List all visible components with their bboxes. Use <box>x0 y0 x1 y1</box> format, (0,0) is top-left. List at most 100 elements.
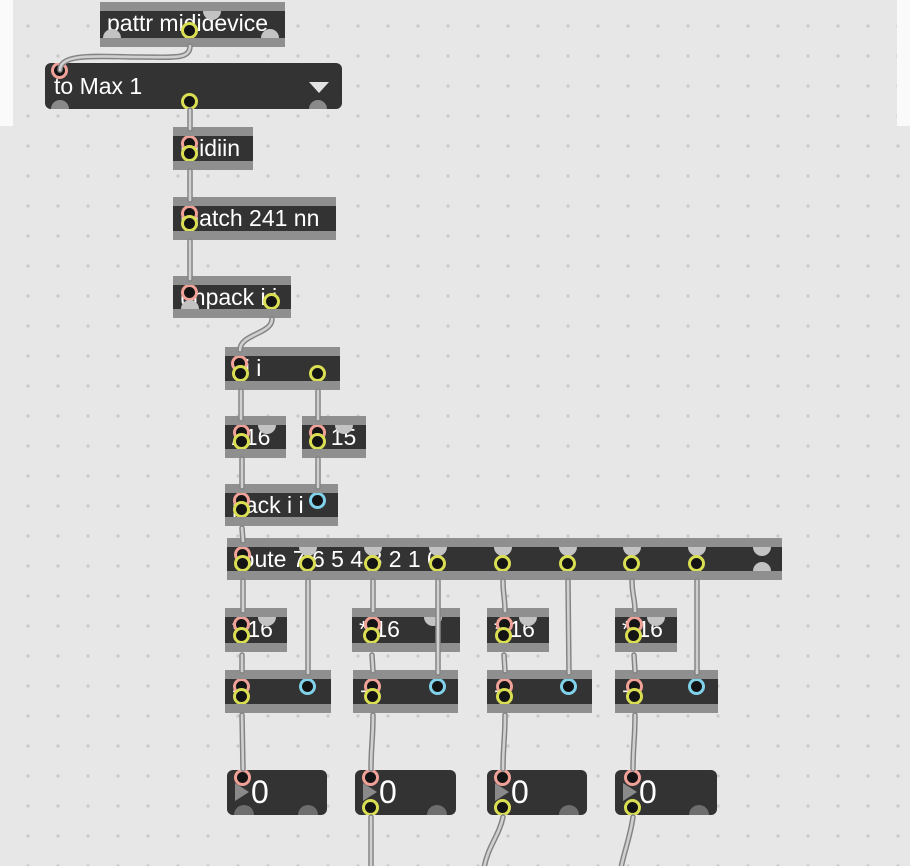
object-box-plus-3[interactable]: + <box>487 670 592 713</box>
unused-outlet[interactable] <box>234 805 254 815</box>
unused-outlet[interactable] <box>181 300 199 309</box>
object-box-pattr[interactable]: pattr mididevice <box>100 2 285 47</box>
outlet[interactable] <box>181 22 198 38</box>
inlet-cold[interactable] <box>429 679 446 695</box>
unused-outlet[interactable] <box>298 805 318 815</box>
unused-outlet[interactable] <box>689 805 709 815</box>
outlet[interactable] <box>494 799 511 815</box>
unused-inlet[interactable] <box>688 547 706 556</box>
outlet[interactable] <box>624 799 641 815</box>
object-box-match[interactable]: match 241 nn <box>173 197 336 240</box>
outlet[interactable] <box>309 365 326 381</box>
unused-inlet[interactable] <box>647 617 665 626</box>
number-box-2[interactable]: 0 <box>355 770 456 815</box>
unused-inlet[interactable] <box>494 547 512 556</box>
window-edge-left <box>0 0 13 126</box>
unused-outlet[interactable] <box>51 100 69 109</box>
unused-inlet[interactable] <box>335 425 353 434</box>
unused-inlet[interactable] <box>559 547 577 556</box>
inlet[interactable] <box>181 285 198 301</box>
unused-outlet[interactable] <box>559 805 579 815</box>
object-box-plus-4[interactable]: + <box>615 670 718 713</box>
patch-cable[interactable] <box>503 715 505 769</box>
patch-cable[interactable] <box>633 715 635 769</box>
patch-cable[interactable] <box>568 581 569 673</box>
outlet[interactable] <box>495 627 512 643</box>
unused-inlet[interactable] <box>623 547 641 556</box>
object-box-trigger[interactable]: t i i <box>225 347 340 390</box>
outlet[interactable] <box>263 293 280 309</box>
outlet[interactable] <box>623 555 640 571</box>
number-box-1[interactable]: 0 <box>227 770 327 815</box>
object-box-midiin[interactable]: midiin <box>173 127 253 170</box>
umenu-midi-device[interactable]: to Max 1 <box>45 63 342 109</box>
outlet[interactable] <box>181 93 198 109</box>
object-box-mult-2[interactable]: * 16 <box>352 608 460 652</box>
unused-inlet[interactable] <box>429 547 447 556</box>
outlet[interactable] <box>299 555 316 571</box>
patch-cable[interactable] <box>632 581 635 611</box>
unused-outlet[interactable] <box>309 100 327 109</box>
unused-outlet[interactable] <box>261 29 279 38</box>
patch-cable[interactable] <box>372 655 373 671</box>
unused-outlet[interactable] <box>103 29 121 38</box>
patch-cable[interactable] <box>503 581 505 611</box>
outlet[interactable] <box>363 627 380 643</box>
number-box-4[interactable]: 0 <box>615 770 717 815</box>
object-box-plus-1[interactable]: + <box>225 670 331 713</box>
unused-inlet[interactable] <box>299 547 317 556</box>
patch-cable[interactable] <box>371 715 373 769</box>
outlet[interactable] <box>362 799 379 815</box>
unused-inlet[interactable] <box>519 617 537 626</box>
outlet[interactable] <box>496 688 513 704</box>
patch-cable[interactable] <box>242 715 243 769</box>
unused-inlet[interactable] <box>364 547 382 556</box>
unused-inlet[interactable] <box>203 11 221 20</box>
patch-cable[interactable] <box>621 817 633 866</box>
outlet[interactable] <box>233 501 250 517</box>
outlet[interactable] <box>233 688 250 704</box>
patch-cable[interactable] <box>484 817 503 866</box>
patch-cable[interactable] <box>504 655 505 671</box>
outlet[interactable] <box>181 215 198 231</box>
patch-cable[interactable] <box>240 319 272 350</box>
object-text: route 7 6 5 4 3 2 1 0 <box>234 546 440 572</box>
object-box-plus-2[interactable]: + <box>353 670 458 713</box>
outlet[interactable] <box>309 433 326 449</box>
outlet[interactable] <box>233 627 250 643</box>
object-box-pack[interactable]: pack i i <box>225 484 338 526</box>
inlet-cold[interactable] <box>309 493 326 509</box>
object-box-mult-3[interactable]: * 16 <box>487 608 549 652</box>
unused-inlet[interactable] <box>258 617 276 626</box>
outlet[interactable] <box>494 555 511 571</box>
unused-inlet[interactable] <box>258 425 276 434</box>
object-box-mult-4[interactable]: * 16 <box>615 608 677 652</box>
patch-cable[interactable] <box>634 655 635 671</box>
object-text: * 16 <box>622 616 663 642</box>
outlet[interactable] <box>559 555 576 571</box>
inlet-cold[interactable] <box>560 679 577 695</box>
outlet[interactable] <box>234 555 251 571</box>
outlet[interactable] <box>364 688 381 704</box>
object-box-mult-1[interactable]: * 16 <box>225 608 287 652</box>
object-box-route[interactable]: route 7 6 5 4 3 2 1 0 <box>227 538 782 580</box>
outlet[interactable] <box>625 627 642 643</box>
outlet[interactable] <box>181 145 198 161</box>
unused-inlet[interactable] <box>753 547 771 556</box>
unused-inlet[interactable] <box>424 617 442 626</box>
outlet[interactable] <box>364 555 381 571</box>
outlet[interactable] <box>429 555 446 571</box>
unused-outlet[interactable] <box>427 805 447 815</box>
object-box-bitand[interactable]: & 15 <box>302 416 366 458</box>
object-box-divide[interactable]: / 16 <box>225 416 286 458</box>
outlet[interactable] <box>232 365 249 381</box>
inlet-cold[interactable] <box>688 679 705 695</box>
number-box-3[interactable]: 0 <box>487 770 587 815</box>
object-box-unpack[interactable]: unpack i i <box>173 276 291 318</box>
outlet[interactable] <box>688 555 705 571</box>
outlet[interactable] <box>233 433 250 449</box>
outlet[interactable] <box>626 688 643 704</box>
inlet-cold[interactable] <box>299 679 316 695</box>
unused-outlet[interactable] <box>753 562 771 571</box>
